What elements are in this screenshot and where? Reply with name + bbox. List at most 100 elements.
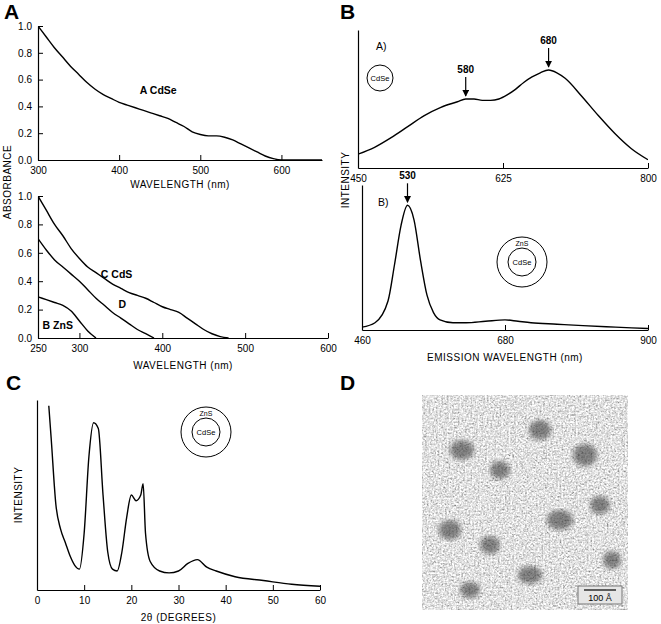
inset-shell-label: ZnS	[200, 410, 213, 417]
inset-shell	[181, 407, 231, 457]
inset: ZnS CdSe	[181, 407, 231, 457]
spectrum-line	[38, 297, 96, 338]
x-tick: 20	[126, 585, 138, 606]
x-tick-label: 0	[35, 595, 41, 606]
x-tick-label: 300	[30, 165, 47, 176]
x-tick-label: 680	[497, 335, 514, 346]
plot-area	[38, 196, 229, 338]
subplot-title: A)	[376, 40, 387, 52]
y-tick-label: 0.2	[18, 128, 32, 139]
panel-label: A	[4, 0, 19, 23]
y-axis-title: ABSORBANCE	[2, 145, 13, 219]
x-tick-label: 250	[30, 343, 47, 354]
y-axis	[362, 186, 363, 331]
plot-area	[362, 205, 648, 328]
spectrum-line	[49, 406, 320, 587]
x-tick: 680	[497, 325, 514, 346]
y-axis	[37, 401, 38, 591]
x-axis: 460680900	[354, 325, 657, 346]
x-tick-label: 450	[350, 173, 367, 184]
y-tick: 0.4	[18, 101, 43, 112]
chart-2: 450625800580680INTENSITYA)	[340, 31, 657, 209]
x-tick-mark	[79, 333, 80, 338]
x-tick: 400	[154, 333, 171, 354]
annotation-arrow	[407, 183, 408, 202]
inset-core-label: CdSe	[371, 74, 390, 83]
inset-shell	[497, 237, 547, 287]
x-tick: 30	[173, 585, 185, 606]
particle	[518, 566, 542, 584]
annotation-arrow	[465, 77, 466, 96]
y-tick: 0.6	[18, 74, 43, 85]
x-tick: 600	[274, 155, 291, 176]
x-tick-mark	[179, 585, 180, 590]
y-tick-mark	[38, 253, 43, 254]
scale-bar	[584, 589, 616, 590]
tem-background	[422, 395, 628, 610]
x-tick: 50	[268, 585, 280, 606]
particle	[573, 444, 597, 466]
x-tick-label: 60	[315, 595, 327, 606]
y-tick-label: 0.2	[18, 304, 32, 315]
x-tick: 60	[315, 585, 327, 606]
x-tick-label: 400	[154, 343, 171, 354]
y-axis-line	[362, 186, 363, 331]
y-axis-line	[358, 31, 359, 169]
x-axis-title: 2θ (DEGREES)	[141, 612, 216, 623]
x-axis-line	[39, 160, 323, 161]
y-axis-title: INTENSITY	[13, 467, 24, 524]
y-tick-label: 0.0	[18, 155, 32, 166]
tem-image: 100 Å	[422, 395, 628, 610]
y-tick: 0.0	[18, 155, 43, 166]
x-tick-mark	[162, 333, 163, 338]
tem-content	[422, 395, 628, 610]
y-axis: 0.00.20.40.60.81.0	[18, 21, 43, 166]
spectrum-line	[362, 205, 648, 328]
x-tick-mark	[505, 325, 506, 330]
x-tick-label: 500	[237, 343, 254, 354]
y-tick-mark	[38, 53, 43, 54]
x-axis: 250 300 400 500 600	[30, 333, 337, 354]
x-tick-mark	[503, 163, 504, 168]
panel-label: D	[340, 371, 355, 394]
y-tick-label: 1.0	[18, 21, 32, 32]
y-axis-title: INTENSITY	[340, 152, 351, 209]
x-tick-label: 600	[320, 343, 337, 354]
x-tick-label: 625	[495, 173, 512, 184]
x-axis-line	[359, 168, 649, 169]
x-axis-line	[39, 338, 329, 339]
y-axis-line	[38, 197, 39, 339]
y-tick: 0.0	[18, 333, 43, 344]
x-tick-mark	[119, 155, 120, 160]
x-axis-title: EMISSION WAVELENGTH (nm)	[427, 352, 583, 363]
x-tick: 500	[192, 155, 209, 176]
x-tick-label: 460	[354, 335, 371, 346]
spectrum-line	[38, 196, 229, 338]
inset: CdSe	[367, 65, 393, 91]
y-tick-mark	[38, 338, 43, 339]
annotation-arrow	[548, 48, 549, 67]
x-tick: 600	[320, 333, 337, 354]
x-tick: 800	[640, 163, 657, 184]
y-tick-label: 0.4	[18, 101, 32, 112]
y-tick: 1.0	[18, 21, 43, 32]
x-tick-label: 300	[72, 343, 89, 354]
x-axis: 300400500600	[30, 155, 322, 176]
particle	[590, 496, 610, 514]
x-tick-mark	[320, 585, 321, 590]
x-tick-label: 30	[173, 595, 185, 606]
x-tick-mark	[648, 325, 649, 330]
inset-core-label: CdSe	[513, 258, 532, 267]
x-tick-label: 20	[126, 595, 138, 606]
particle	[603, 551, 621, 569]
x-tick-label: 40	[221, 595, 233, 606]
curve-label: A CdSe	[140, 84, 177, 96]
x-tick: 300	[72, 333, 89, 354]
x-tick-label: 600	[274, 165, 291, 176]
spectrum-line	[38, 26, 322, 160]
particle	[439, 520, 461, 540]
y-tick-mark	[38, 160, 43, 161]
x-tick-mark	[328, 333, 329, 338]
inset-core-label: CdSe	[197, 428, 216, 437]
subplot-title: B)	[378, 196, 389, 208]
